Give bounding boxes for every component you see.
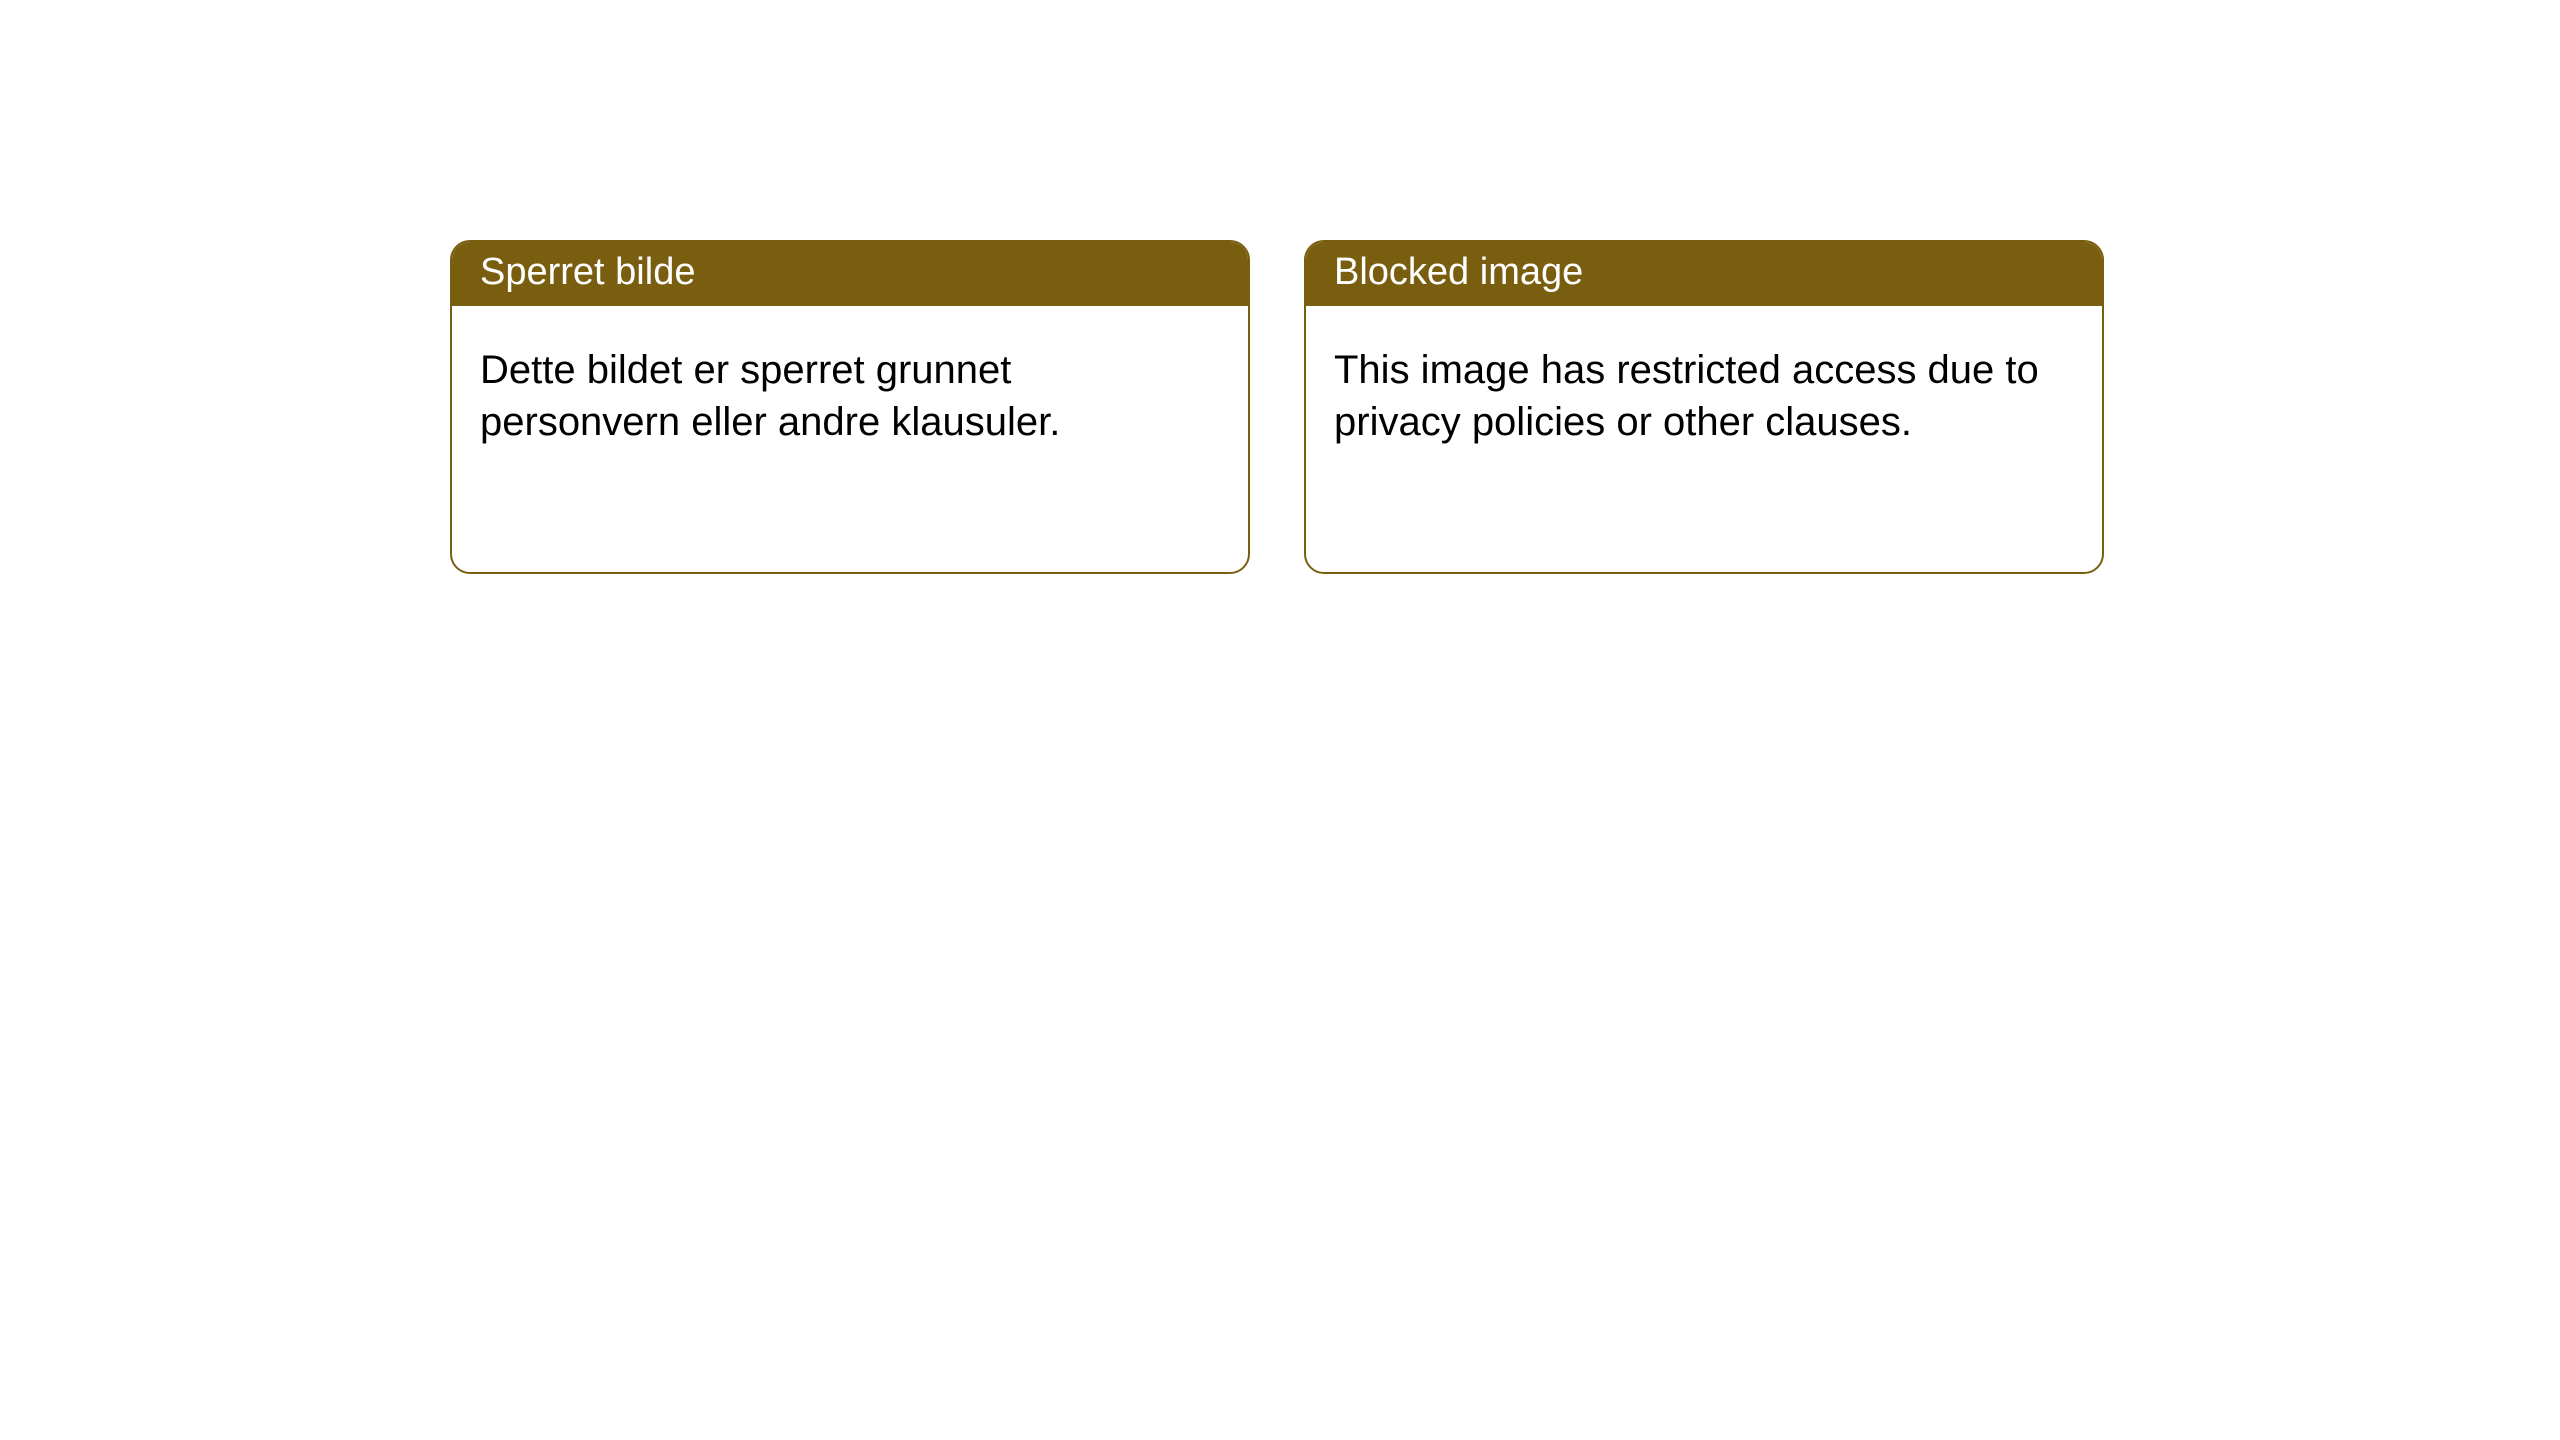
notice-card-norwegian: Sperret bilde Dette bildet er sperret gr… — [450, 240, 1250, 574]
notice-header-english: Blocked image — [1306, 242, 2102, 306]
notice-container: Sperret bilde Dette bildet er sperret gr… — [0, 0, 2560, 574]
notice-body-norwegian: Dette bildet er sperret grunnet personve… — [452, 306, 1248, 476]
notice-card-english: Blocked image This image has restricted … — [1304, 240, 2104, 574]
notice-header-norwegian: Sperret bilde — [452, 242, 1248, 306]
notice-body-english: This image has restricted access due to … — [1306, 306, 2102, 476]
